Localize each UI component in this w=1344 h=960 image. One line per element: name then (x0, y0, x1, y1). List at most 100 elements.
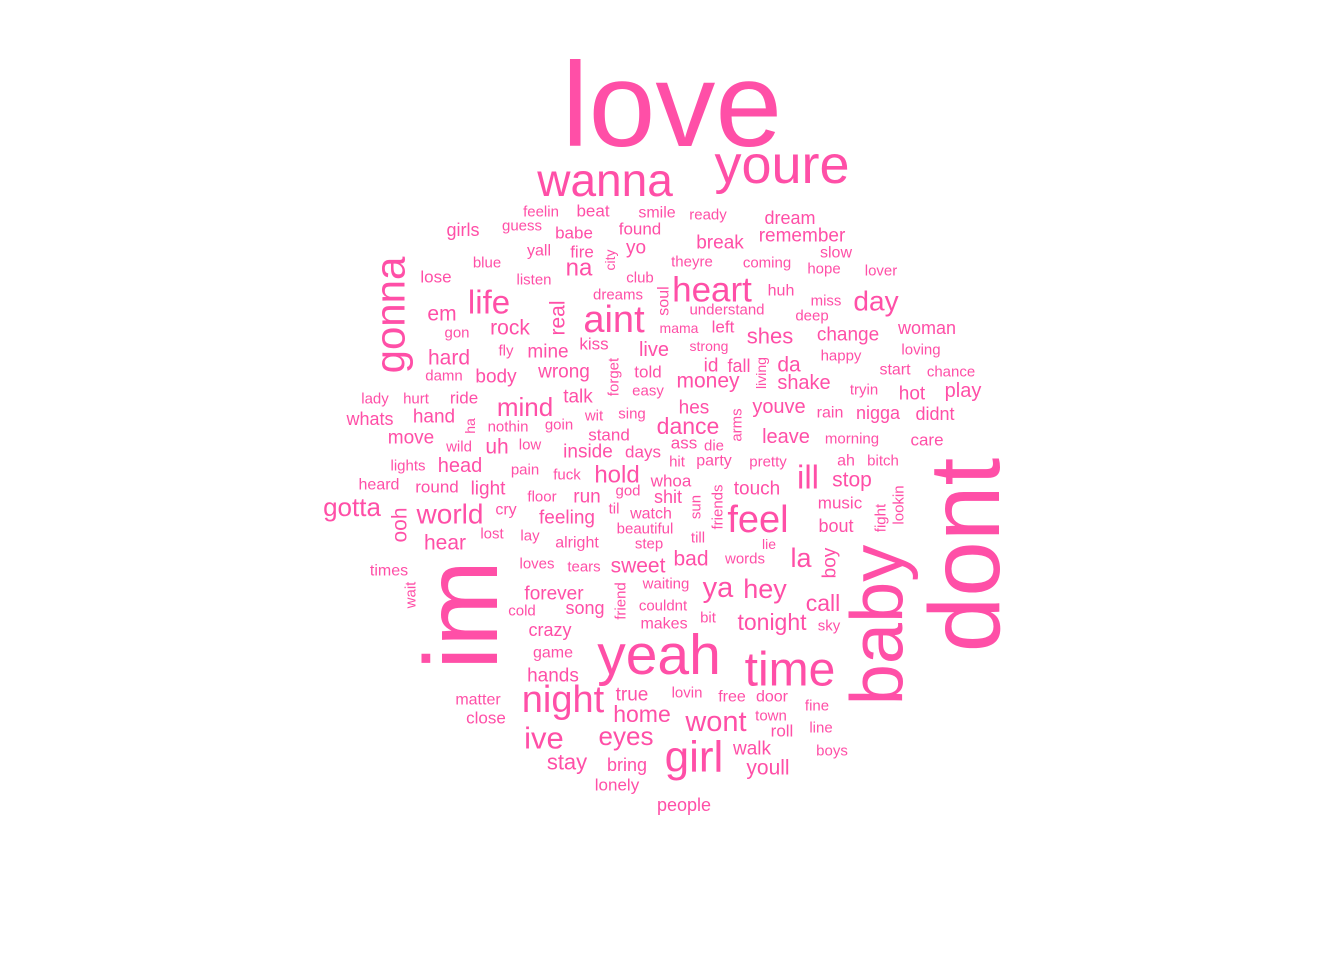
word-deep: deep (795, 308, 828, 325)
word-dance: dance (657, 413, 720, 439)
word-stay: stay (547, 750, 587, 775)
word-ya: ya (703, 572, 735, 604)
word-hear: hear (424, 532, 466, 555)
word-nothin: nothin (488, 419, 529, 436)
word-ride: ride (450, 389, 478, 408)
word-care: care (910, 431, 943, 450)
word-sun: sun (688, 495, 705, 519)
word-ooh: ooh (389, 507, 412, 542)
word-fire: fire (570, 243, 594, 262)
word-leave: leave (762, 426, 810, 448)
word-lay: lay (520, 528, 540, 545)
word-gotta: gotta (323, 492, 381, 522)
word-sky: sky (818, 618, 841, 635)
word-uh: uh (485, 436, 508, 459)
word-rain: rain (817, 405, 844, 422)
word-bring: bring (607, 755, 647, 775)
word-lookin: lookin (891, 485, 908, 524)
word-line: line (809, 720, 832, 737)
word-die: die (704, 438, 724, 455)
word-town: town (755, 708, 787, 725)
word-roll: roll (771, 722, 794, 741)
word-door: door (756, 689, 789, 706)
word-youll: youll (746, 757, 789, 780)
word-day: day (853, 286, 898, 317)
word-forever: forever (524, 584, 584, 605)
word-wait: wait (403, 581, 420, 610)
word-pain: pain (511, 462, 539, 479)
word-coming: coming (743, 255, 791, 272)
word-club: club (626, 270, 654, 287)
word-shes: shes (747, 324, 793, 349)
word-live: live (639, 339, 669, 361)
word-woman: woman (897, 318, 956, 338)
word-life: life (468, 284, 510, 321)
word-light: light (471, 479, 507, 500)
word-left: left (712, 318, 735, 337)
word-makes: makes (640, 616, 687, 633)
word-lost: lost (480, 526, 504, 543)
word-free: free (718, 689, 746, 706)
word-blue: blue (473, 255, 501, 272)
word-run: run (573, 487, 600, 508)
word-night: night (522, 679, 605, 721)
word-bit: bit (700, 610, 717, 627)
word-heard: heard (359, 477, 400, 494)
word-loves: loves (519, 556, 554, 573)
word-ive: ive (524, 721, 564, 756)
word-girls: girls (446, 220, 479, 240)
word-hold: hold (594, 462, 639, 489)
word-beautiful: beautiful (617, 521, 674, 538)
word-times: times (370, 563, 408, 580)
word-lie: lie (762, 536, 776, 552)
word-call: call (806, 590, 841, 616)
word-heart: heart (672, 271, 752, 310)
word-dream: dream (764, 208, 815, 228)
word-inside: inside (563, 442, 613, 463)
word-wanna: wanna (536, 154, 673, 206)
word-words: words (724, 551, 765, 568)
word-head: head (438, 455, 483, 477)
word-hard: hard (428, 347, 470, 370)
word-till: till (691, 530, 705, 547)
word-em: em (427, 303, 456, 326)
word-start: start (879, 362, 911, 379)
word-friends: friends (710, 484, 727, 529)
word-feelin: feelin (523, 204, 559, 221)
word-hurt: hurt (403, 391, 430, 408)
word-hey: hey (743, 574, 787, 604)
word-feel: feel (727, 499, 788, 541)
word-lady: lady (361, 391, 389, 408)
word-boys: boys (816, 743, 848, 760)
word-chance: chance (927, 364, 975, 381)
word-god: god (615, 483, 640, 500)
word-hit: hit (669, 454, 686, 471)
word-tonight: tonight (737, 609, 807, 635)
word-watch: watch (629, 506, 672, 523)
word-alright: alright (555, 535, 599, 552)
word-wit: wit (584, 408, 604, 425)
word-sing: sing (618, 406, 646, 423)
word-aint: aint (583, 299, 645, 341)
word-didnt: didnt (915, 404, 954, 424)
word-miss: miss (811, 293, 842, 310)
word-round: round (415, 478, 458, 497)
word-youve: youve (752, 396, 805, 418)
word-tears: tears (567, 559, 600, 576)
word-mind: mind (497, 392, 553, 422)
word-slow: slow (820, 245, 852, 262)
word-change: change (817, 325, 879, 346)
word-lonely: lonely (595, 776, 640, 795)
word-music: music (818, 494, 863, 513)
word-walk: walk (732, 739, 772, 760)
word-morning: morning (825, 431, 879, 448)
word-fight: fight (873, 503, 890, 532)
word-fuck: fuck (553, 467, 581, 484)
word-money: money (676, 370, 740, 393)
word-rock: rock (490, 317, 530, 340)
word-damn: damn (425, 368, 463, 385)
word-couldnt: couldnt (639, 598, 688, 615)
word-tryin: tryin (850, 382, 878, 399)
word-girl: girl (665, 733, 724, 782)
word-easy: easy (632, 383, 664, 400)
